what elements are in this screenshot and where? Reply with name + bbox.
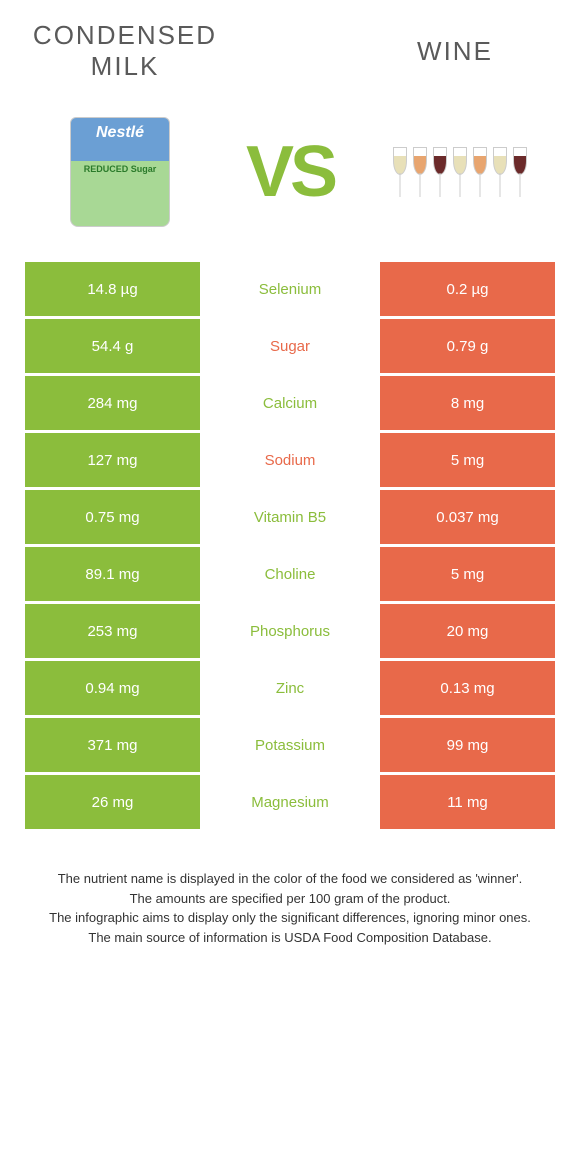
left-value-cell: 0.94 mg: [25, 661, 200, 715]
footnote-line: The main source of information is USDA F…: [25, 928, 555, 948]
table-row: 26 mgMagnesium11 mg: [25, 775, 555, 829]
left-value-cell: 253 mg: [25, 604, 200, 658]
nutrient-name-cell: Potassium: [200, 718, 380, 772]
right-value-cell: 5 mg: [380, 547, 555, 601]
left-value-cell: 89.1 mg: [25, 547, 200, 601]
left-food-image: [40, 112, 200, 232]
right-value-cell: 0.79 g: [380, 319, 555, 373]
left-value-cell: 26 mg: [25, 775, 200, 829]
table-row: 371 mgPotassium99 mg: [25, 718, 555, 772]
footnotes: The nutrient name is displayed in the co…: [25, 869, 555, 947]
right-value-cell: 5 mg: [380, 433, 555, 487]
nutrient-name-cell: Choline: [200, 547, 380, 601]
table-row: 284 mgCalcium8 mg: [25, 376, 555, 430]
right-value-cell: 8 mg: [380, 376, 555, 430]
table-row: 0.94 mgZinc0.13 mg: [25, 661, 555, 715]
nutrient-name-cell: Zinc: [200, 661, 380, 715]
table-row: 54.4 gSugar0.79 g: [25, 319, 555, 373]
table-row: 253 mgPhosphorus20 mg: [25, 604, 555, 658]
footnote-line: The infographic aims to display only the…: [25, 908, 555, 928]
right-value-cell: 11 mg: [380, 775, 555, 829]
left-food-title: CONDENSED MILK: [25, 20, 225, 82]
nutrient-table: 14.8 µgSelenium0.2 µg54.4 gSugar0.79 g28…: [25, 262, 555, 829]
nutrient-name-cell: Magnesium: [200, 775, 380, 829]
right-value-cell: 0.037 mg: [380, 490, 555, 544]
right-value-cell: 0.2 µg: [380, 262, 555, 316]
nutrient-name-cell: Sugar: [200, 319, 380, 373]
right-food-title: WINE: [355, 36, 555, 67]
right-food-image: [380, 112, 540, 232]
nutrient-name-cell: Phosphorus: [200, 604, 380, 658]
condensed-milk-can-icon: [70, 117, 170, 227]
table-row: 14.8 µgSelenium0.2 µg: [25, 262, 555, 316]
table-row: 89.1 mgCholine5 mg: [25, 547, 555, 601]
footnote-line: The nutrient name is displayed in the co…: [25, 869, 555, 889]
wine-glasses-icon: [391, 147, 529, 197]
left-value-cell: 0.75 mg: [25, 490, 200, 544]
right-value-cell: 0.13 mg: [380, 661, 555, 715]
right-value-cell: 20 mg: [380, 604, 555, 658]
images-row: VS: [25, 112, 555, 232]
nutrient-name-cell: Sodium: [200, 433, 380, 487]
nutrient-name-cell: Selenium: [200, 262, 380, 316]
left-value-cell: 371 mg: [25, 718, 200, 772]
header-row: CONDENSED MILK WINE: [25, 20, 555, 82]
nutrient-name-cell: Vitamin B5: [200, 490, 380, 544]
left-value-cell: 14.8 µg: [25, 262, 200, 316]
table-row: 0.75 mgVitamin B50.037 mg: [25, 490, 555, 544]
vs-label: VS: [246, 131, 334, 213]
left-value-cell: 54.4 g: [25, 319, 200, 373]
footnote-line: The amounts are specified per 100 gram o…: [25, 889, 555, 909]
left-value-cell: 284 mg: [25, 376, 200, 430]
right-value-cell: 99 mg: [380, 718, 555, 772]
nutrient-name-cell: Calcium: [200, 376, 380, 430]
left-value-cell: 127 mg: [25, 433, 200, 487]
table-row: 127 mgSodium5 mg: [25, 433, 555, 487]
